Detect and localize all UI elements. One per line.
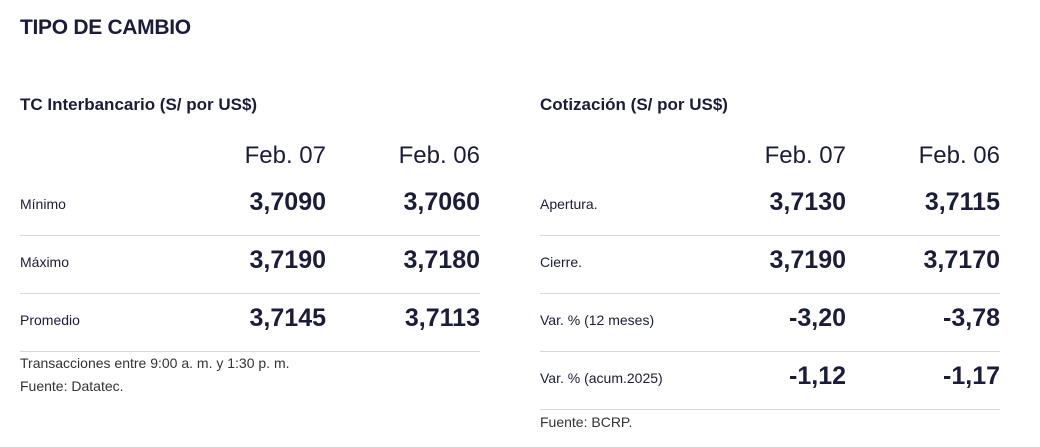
table-row: Var. % (12 meses) -3,20 -3,78: [540, 294, 1000, 352]
source-note: Fuente: Datatec.: [20, 378, 124, 394]
value: 3,7170: [923, 246, 1000, 274]
table-row: Var. % (acum.2025) -1,12 -1,17: [540, 352, 1000, 410]
column-header: Feb. 07: [244, 142, 326, 169]
cotizacion-title: Cotización (S/ por US$): [540, 95, 728, 114]
source-note: Fuente: BCRP.: [540, 414, 633, 430]
value: 3,7090: [249, 188, 326, 216]
table-row: Apertura. 3,7130 3,7115: [540, 178, 1000, 236]
row-label: Var. % (12 meses): [540, 312, 655, 328]
value: 3,7130: [769, 188, 846, 216]
column-header: Feb. 06: [398, 142, 480, 169]
row-label: Promedio: [20, 312, 80, 328]
row-label: Mínimo: [20, 196, 66, 212]
row-label: Cierre.: [540, 254, 583, 270]
value: 3,7190: [249, 246, 326, 274]
interbancario-panel: TC Interbancario (S/ por US$) Feb. 07 Fe…: [20, 0, 480, 447]
column-header: Feb. 07: [764, 142, 846, 169]
table-row: Mínimo 3,7090 3,7060: [20, 178, 480, 236]
row-label: Apertura.: [540, 196, 598, 212]
page-title: TIPO DE CAMBIO: [20, 16, 191, 39]
interbancario-title: TC Interbancario (S/ por US$): [20, 95, 258, 114]
row-label: Var. % (acum.2025): [540, 370, 663, 386]
table-row: Cierre. 3,7190 3,7170: [540, 236, 1000, 294]
value: 3,7060: [403, 188, 480, 216]
value: 3,7145: [249, 304, 326, 332]
value: 3,7115: [924, 188, 1000, 216]
value: 3,7190: [769, 246, 846, 274]
cotizacion-panel: Cotización (S/ por US$) Feb. 07 Feb. 06 …: [540, 0, 1000, 447]
note: Transacciones entre 9:00 a. m. y 1:30 p.…: [20, 355, 290, 371]
row-label: Máximo: [20, 254, 70, 270]
value: 3,7113: [404, 304, 480, 332]
value: 3,7180: [403, 246, 480, 274]
value: -3,78: [943, 304, 1000, 332]
value: -1,12: [789, 362, 846, 390]
value: -3,20: [789, 304, 846, 332]
table-row: Promedio 3,7145 3,7113: [20, 294, 480, 352]
column-header: Feb. 06: [918, 142, 1000, 169]
value: -1,17: [943, 362, 1000, 390]
table-row: Máximo 3,7190 3,7180: [20, 236, 480, 294]
